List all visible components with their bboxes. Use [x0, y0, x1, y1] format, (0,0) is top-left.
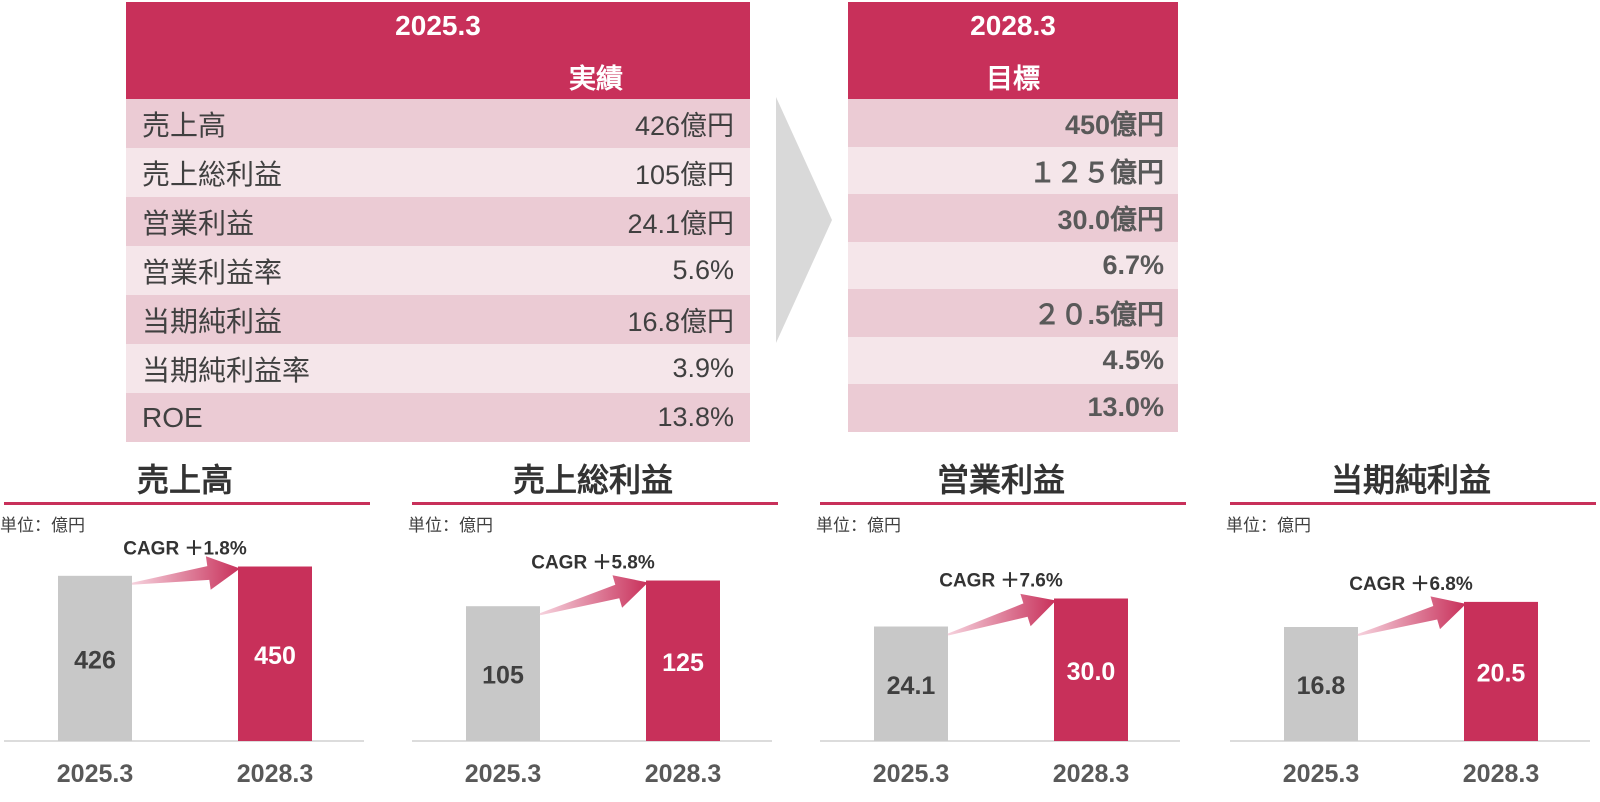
- chart-plot: 16.8 2025.3 20.5 2028.3 CAGR ＋6.8%: [1230, 574, 1590, 788]
- bar-2028.3: [238, 566, 312, 741]
- row-value: 105億円: [634, 160, 734, 190]
- chart-unit: 単位：億円: [816, 516, 901, 535]
- row-label: 当期純利益: [142, 305, 283, 337]
- results-row-net-margin: 当期純利益率 3.9%: [126, 344, 750, 393]
- results-row-net-income: 当期純利益 16.8億円: [126, 295, 750, 344]
- x-tick-label: 2025.3: [873, 760, 949, 788]
- chart-title: 営業利益: [936, 462, 1065, 498]
- cagr-annotation: CAGR ＋6.8%: [1349, 574, 1473, 595]
- chart-title-rule: [1230, 502, 1596, 505]
- chart-unit: 単位：億円: [1226, 516, 1311, 535]
- x-tick-label: 2028.3: [645, 760, 721, 788]
- target-subtitle: 目標: [986, 64, 1040, 94]
- target-table-header: 2028.3 目標: [848, 2, 1178, 99]
- results-row-operating-profit: 営業利益 24.1億円: [126, 197, 750, 246]
- x-tick-label: 2025.3: [1283, 760, 1359, 788]
- row-value: 13.8%: [657, 402, 734, 432]
- results-table-header: 2025.3 実績: [126, 2, 750, 99]
- bar-2025.3: [466, 606, 540, 741]
- chevron-right-icon: [776, 97, 832, 343]
- bar-value-label: 105: [482, 662, 524, 690]
- target-year: 2028.3: [970, 10, 1056, 41]
- results-row-operating-margin: 営業利益率 5.6%: [126, 246, 750, 295]
- row-label: 売上高: [142, 109, 227, 141]
- bar-2025.3: [874, 626, 948, 741]
- row-label: 当期純利益率: [142, 354, 311, 386]
- results-year: 2025.3: [395, 10, 481, 41]
- chart-plot: 24.1 2025.3 30.0 2028.3 CAGR ＋7.6%: [820, 571, 1180, 788]
- x-tick-label: 2025.3: [57, 760, 133, 788]
- row-label: 営業利益: [142, 207, 255, 239]
- target-value-operating-profit: 30.0億円: [848, 194, 1178, 242]
- chart-title: 売上高: [136, 462, 233, 498]
- row-label: ROE: [142, 401, 203, 433]
- target-value-net-income: ２０.5億円: [848, 289, 1178, 337]
- row-value: 3.9%: [672, 353, 734, 383]
- bar-value-label: 16.8: [1297, 672, 1346, 700]
- row-value: 5.6%: [672, 255, 734, 285]
- chart-title: 売上総利益: [512, 462, 673, 498]
- results-row-gross-profit: 売上総利益 105億円: [126, 148, 750, 197]
- row-label: 売上総利益: [142, 158, 283, 190]
- chart-title-rule: [412, 502, 778, 505]
- bar-value-label: 30.0: [1067, 658, 1116, 686]
- bar-2025.3: [58, 575, 132, 741]
- target-value-roe: 13.0%: [848, 384, 1178, 432]
- results-row-sales: 売上高 426億円: [126, 99, 750, 148]
- chart-title-rule: [820, 502, 1186, 505]
- bar-2025.3: [1284, 627, 1358, 741]
- chart-title-rule: [4, 502, 370, 505]
- chart-sales: 売上高 単位：億円 426 2025.3 450 2028.3 CAGR ＋1.8%: [0, 455, 370, 802]
- bar-value-label: 450: [254, 642, 296, 670]
- row-value: 426億円: [634, 111, 734, 141]
- row-label: 営業利益率: [142, 256, 283, 288]
- chart-plot: 426 2025.3 450 2028.3 CAGR ＋1.8%: [4, 539, 364, 788]
- results-row-roe: ROE 13.8%: [126, 393, 750, 442]
- results-subtitle: 実績: [569, 64, 623, 94]
- cagr-arrow-icon: [131, 556, 240, 590]
- results-table: 2025.3 実績 売上高 426億円 売上総利益 105億円 営業利益 24.…: [126, 2, 750, 442]
- target-value-gross-profit: １２５億円: [848, 146, 1178, 194]
- chart-net-income: 当期純利益 単位：億円 16.8 2025.3 20.5 2028.3 CAGR ＋6.…: [1226, 455, 1596, 802]
- cagr-arrow-icon: [1357, 596, 1466, 636]
- target-table: 2028.3 目標 450億円 １２５億円 30.0億円 6.7% ２０.5億円…: [848, 2, 1178, 432]
- x-tick-label: 2028.3: [237, 760, 313, 788]
- cagr-arrow-icon: [947, 593, 1056, 636]
- cagr-annotation: CAGR ＋7.6%: [939, 571, 1063, 592]
- chart-plot: 105 2025.3 125 2028.3 CAGR ＋5.8%: [412, 553, 772, 788]
- target-value-sales: 450億円: [848, 99, 1178, 147]
- target-value-net-margin: 4.5%: [848, 336, 1178, 384]
- chart-operating-profit: 営業利益 単位：億円 24.1 2025.3 30.0 2028.3 CAGR ＋7.6…: [816, 455, 1186, 802]
- x-tick-label: 2025.3: [465, 760, 541, 788]
- cagr-annotation: CAGR ＋1.8%: [123, 539, 247, 560]
- bar-value-label: 20.5: [1477, 659, 1526, 687]
- bar-2028.3: [1054, 598, 1128, 741]
- bar-value-label: 125: [662, 649, 704, 677]
- target-value-operating-margin: 6.7%: [848, 241, 1178, 289]
- bar-value-label: 24.1: [887, 672, 936, 700]
- bar-2028.3: [1464, 601, 1538, 741]
- row-value: 24.1億円: [627, 209, 734, 239]
- bar-value-label: 426: [74, 646, 116, 674]
- cagr-arrow-icon: [539, 575, 648, 616]
- x-tick-label: 2028.3: [1053, 760, 1129, 788]
- bar-2028.3: [646, 580, 720, 741]
- x-tick-label: 2028.3: [1463, 760, 1539, 788]
- cagr-annotation: CAGR ＋5.8%: [531, 553, 655, 574]
- chart-gross-profit: 売上総利益 単位：億円 105 2025.3 125 2028.3 CAGR ＋5.8%: [408, 455, 778, 802]
- chart-unit: 単位：億円: [408, 516, 493, 535]
- chart-unit: 単位：億円: [0, 516, 85, 535]
- row-value: 16.8億円: [627, 307, 734, 337]
- chart-title: 当期純利益: [1330, 462, 1491, 498]
